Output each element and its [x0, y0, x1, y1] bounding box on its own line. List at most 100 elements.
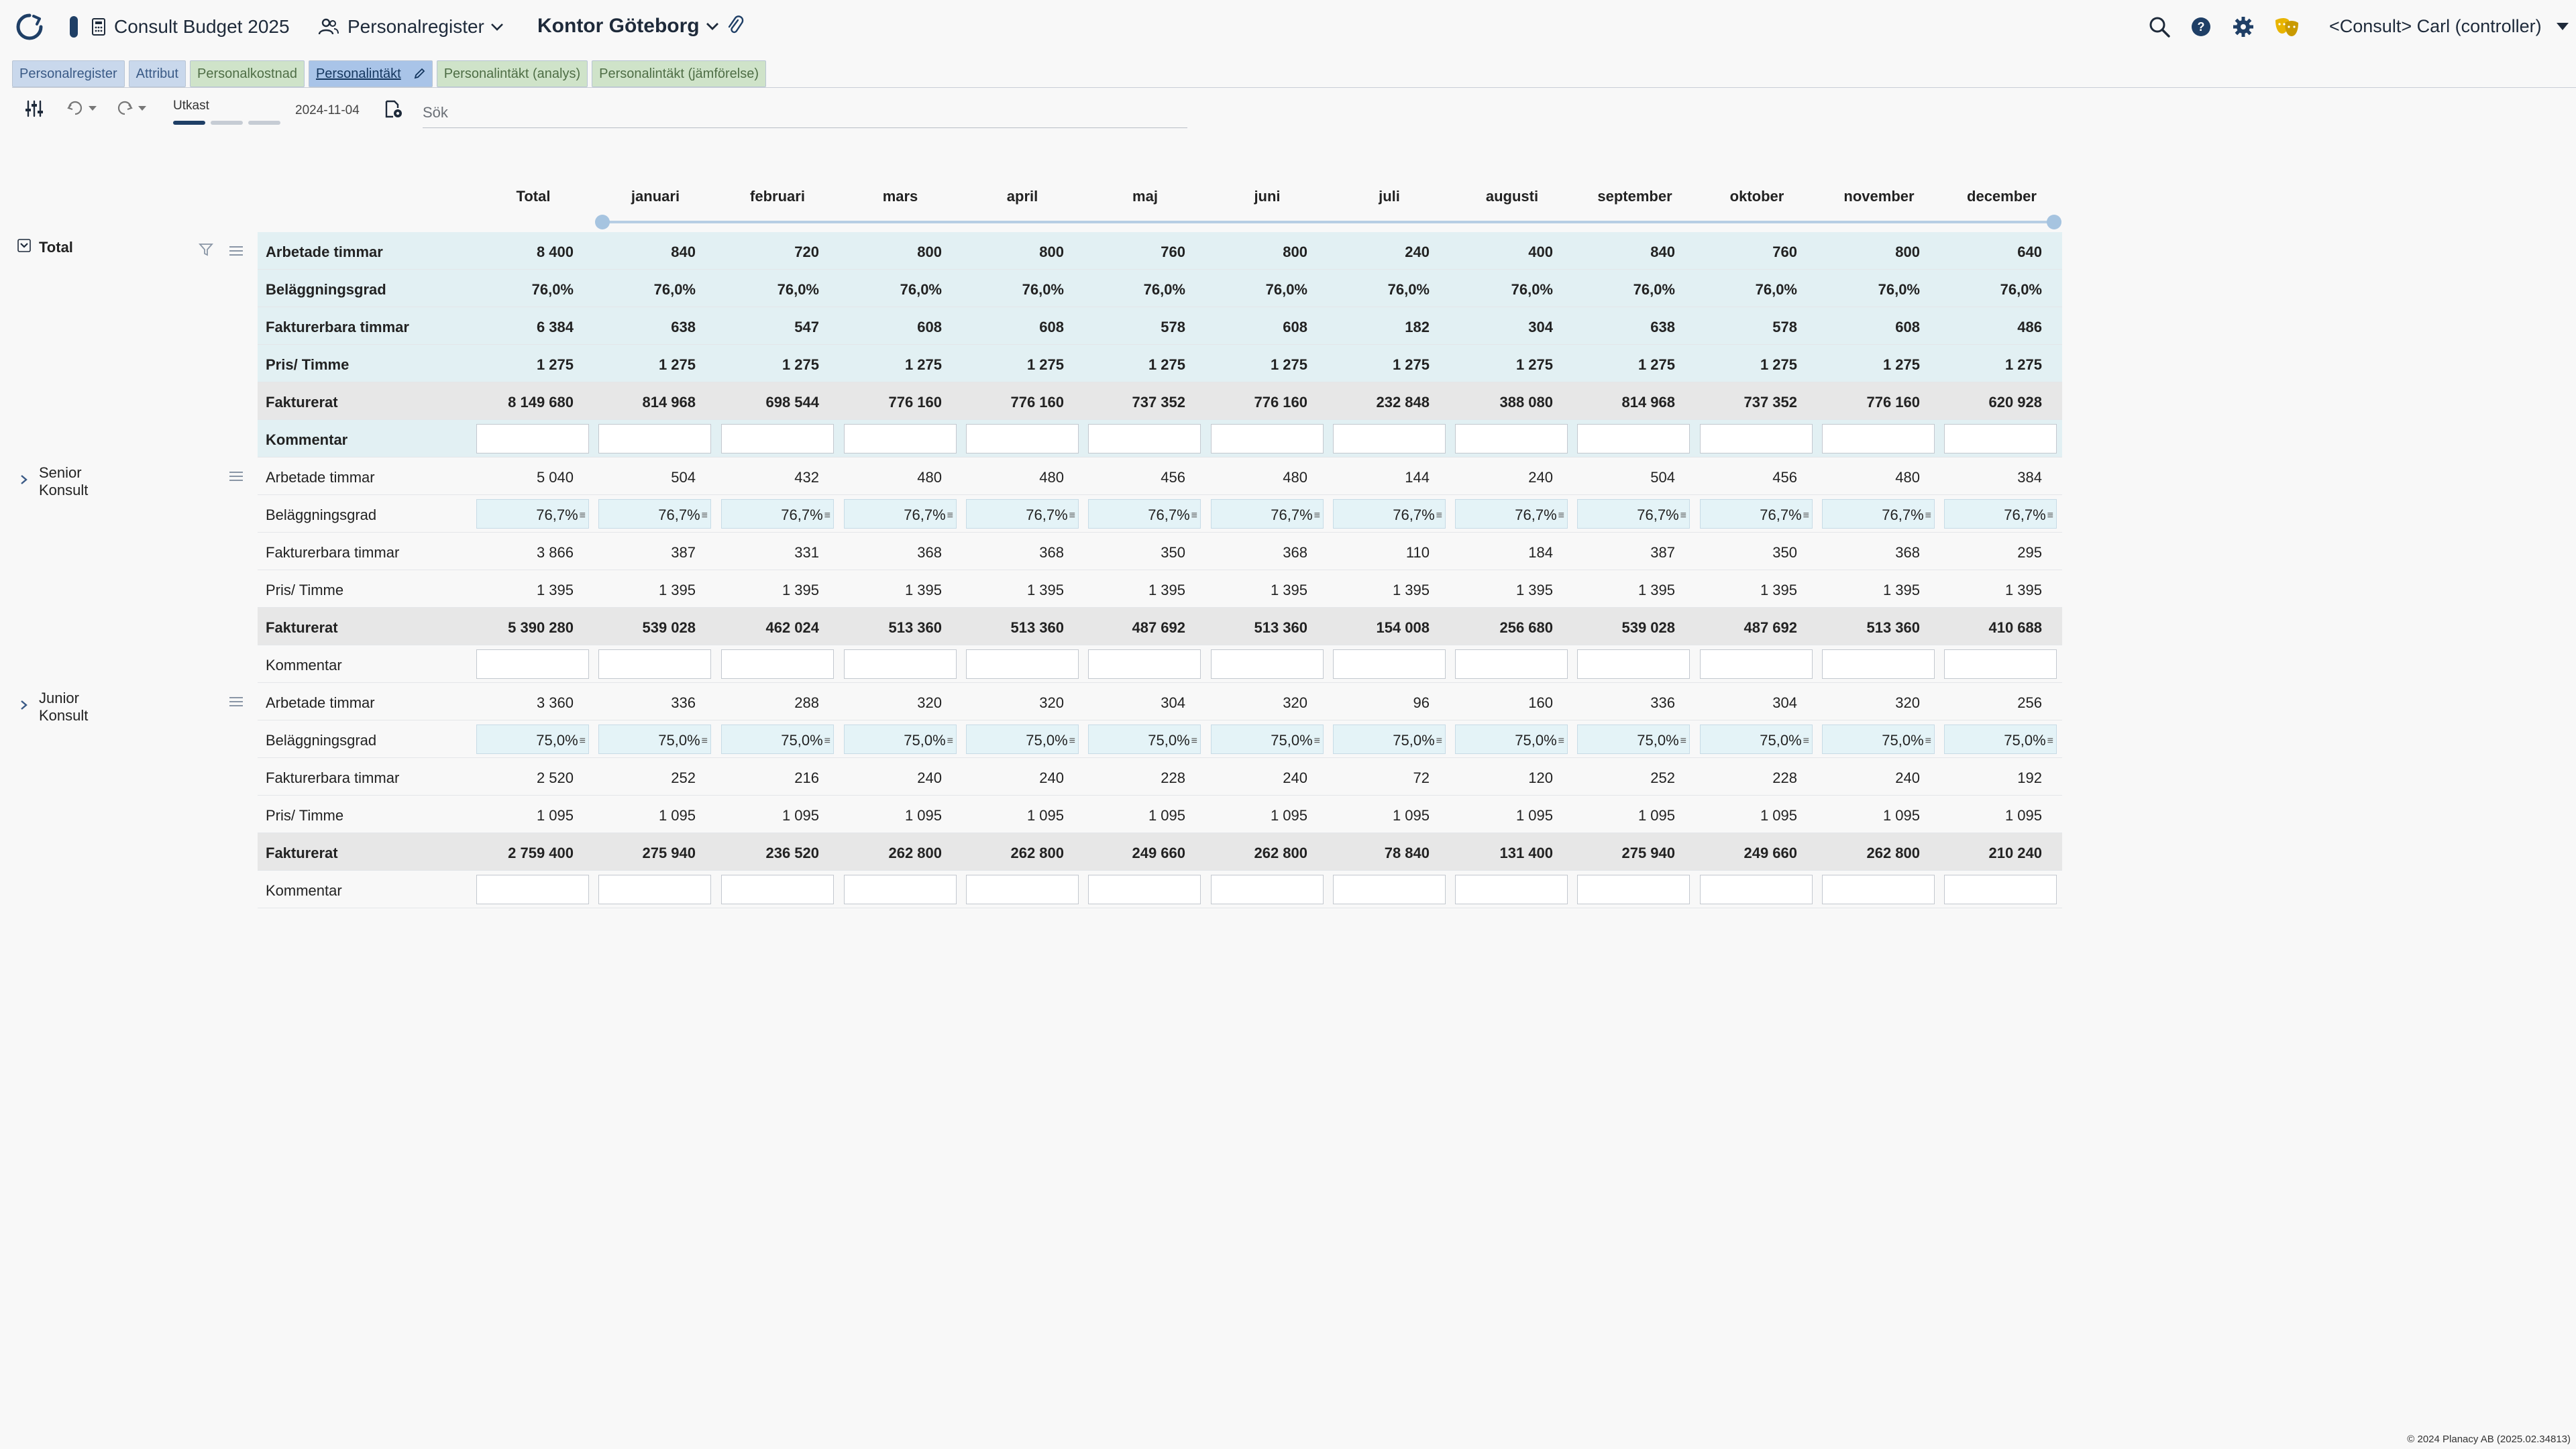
- distribute-icon[interactable]: ≡: [824, 510, 830, 521]
- cell-value[interactable]: 814 968: [1621, 394, 1675, 411]
- comment-input[interactable]: [1088, 875, 1201, 904]
- column-header[interactable]: oktober: [1729, 188, 1784, 205]
- row-menu-icon[interactable]: [229, 245, 244, 257]
- cell-value[interactable]: 578: [1772, 319, 1797, 335]
- distribute-icon[interactable]: ≡: [701, 510, 708, 521]
- comment-input[interactable]: [1455, 875, 1568, 904]
- cell-value[interactable]: 320: [1895, 694, 1920, 711]
- cell-value[interactable]: 480: [1039, 469, 1064, 486]
- gear-icon[interactable]: [2233, 16, 2254, 38]
- period-range-end-handle[interactable]: [2047, 215, 2061, 229]
- cell-value[interactable]: 110: [1405, 544, 1430, 561]
- comment-input[interactable]: [1822, 649, 1935, 679]
- column-header[interactable]: februari: [750, 188, 805, 205]
- cell-value[interactable]: 76,0%: [1387, 281, 1430, 298]
- cell-value[interactable]: 96: [1413, 694, 1430, 711]
- cell-value[interactable]: 240: [1405, 244, 1430, 260]
- cell-value[interactable]: 76,0%: [1755, 281, 1797, 298]
- comment-input[interactable]: [1455, 649, 1568, 679]
- redo-icon[interactable]: [115, 99, 153, 118]
- distribute-icon[interactable]: ≡: [1803, 510, 1809, 521]
- cell-value[interactable]: 249 660: [1132, 845, 1185, 861]
- cell-value[interactable]: 1 095: [1148, 807, 1185, 824]
- cell-value[interactable]: 1 395: [1515, 582, 1553, 598]
- cell-value[interactable]: 1 275: [782, 356, 819, 373]
- comment-input[interactable]: [844, 424, 957, 453]
- cell-value[interactable]: 2 520: [536, 769, 574, 786]
- utilization-input[interactable]: 75,0% ≡: [1944, 724, 2057, 754]
- row-group-junior-konsult[interactable]: Junior Konsult: [17, 690, 88, 724]
- cell-value[interactable]: 486: [2017, 319, 2042, 335]
- utilization-input[interactable]: 76,7% ≡: [1088, 499, 1201, 529]
- cell-value[interactable]: 76,0%: [1143, 281, 1185, 298]
- cell-value[interactable]: 1 275: [536, 356, 574, 373]
- cell-value[interactable]: 1 275: [1026, 356, 1064, 373]
- cell-value[interactable]: 240: [1039, 769, 1064, 786]
- cell-value[interactable]: 368: [1283, 544, 1307, 561]
- cell-value[interactable]: 288: [794, 694, 819, 711]
- comment-input[interactable]: [1700, 424, 1813, 453]
- cell-value[interactable]: 368: [1039, 544, 1064, 561]
- cell-value[interactable]: 295: [2017, 544, 2042, 561]
- cell-value[interactable]: 1 395: [782, 582, 819, 598]
- column-header[interactable]: mars: [882, 188, 918, 205]
- utilization-input[interactable]: 76,7% ≡: [598, 499, 711, 529]
- cell-value[interactable]: 240: [1528, 469, 1553, 486]
- row-group-total[interactable]: Total: [17, 239, 73, 256]
- comment-input[interactable]: [1700, 649, 1813, 679]
- utilization-input[interactable]: 76,7% ≡: [721, 499, 834, 529]
- tab-attribut[interactable]: Attribut: [128, 60, 186, 87]
- app-logo-icon[interactable]: [15, 12, 44, 42]
- comment-input[interactable]: [1577, 649, 1690, 679]
- cell-value[interactable]: 387: [1650, 544, 1675, 561]
- cell-value[interactable]: 331: [794, 544, 819, 561]
- distribute-icon[interactable]: ≡: [1558, 735, 1564, 747]
- cell-value[interactable]: 368: [917, 544, 942, 561]
- distribute-icon[interactable]: ≡: [1803, 735, 1809, 747]
- cell-value[interactable]: 638: [671, 319, 696, 335]
- comment-input[interactable]: [1822, 875, 1935, 904]
- cell-value[interactable]: 252: [1650, 769, 1675, 786]
- cell-value[interactable]: 3 866: [536, 544, 574, 561]
- cell-value[interactable]: 304: [1772, 694, 1797, 711]
- cell-value[interactable]: 480: [1283, 469, 1307, 486]
- cell-value[interactable]: 8 149 680: [508, 394, 574, 411]
- comment-input[interactable]: [1211, 649, 1324, 679]
- distribute-icon[interactable]: ≡: [1436, 510, 1442, 521]
- utilization-input[interactable]: 75,0% ≡: [966, 724, 1079, 754]
- cell-value[interactable]: 608: [917, 319, 942, 335]
- cell-value[interactable]: 513 360: [1866, 619, 1920, 636]
- cell-value[interactable]: 192: [2017, 769, 2042, 786]
- cell-value[interactable]: 76,0%: [1022, 281, 1064, 298]
- distribute-icon[interactable]: ≡: [1925, 735, 1931, 747]
- cell-value[interactable]: 698 544: [765, 394, 819, 411]
- cell-value[interactable]: 2 759 400: [508, 845, 574, 861]
- utilization-input[interactable]: 76,7% ≡: [1333, 499, 1446, 529]
- cell-value[interactable]: 737 352: [1743, 394, 1797, 411]
- column-header[interactable]: augusti: [1485, 188, 1539, 205]
- cell-value[interactable]: 487 692: [1743, 619, 1797, 636]
- cell-value[interactable]: 1 395: [1270, 582, 1307, 598]
- cell-value[interactable]: 1 275: [1515, 356, 1553, 373]
- module-dropdown[interactable]: Personalregister: [347, 16, 504, 38]
- cell-value[interactable]: 252: [671, 769, 696, 786]
- comment-input[interactable]: [844, 649, 957, 679]
- comment-input[interactable]: [598, 649, 711, 679]
- cell-value[interactable]: 456: [1772, 469, 1797, 486]
- distribute-icon[interactable]: ≡: [2047, 510, 2053, 521]
- cell-value[interactable]: 6 384: [536, 319, 574, 335]
- cell-value[interactable]: 737 352: [1132, 394, 1185, 411]
- cell-value[interactable]: 1 395: [1760, 582, 1797, 598]
- cell-value[interactable]: 76,0%: [1265, 281, 1307, 298]
- cell-value[interactable]: 1 275: [1148, 356, 1185, 373]
- comment-input[interactable]: [1211, 875, 1324, 904]
- distribute-icon[interactable]: ≡: [1680, 735, 1686, 747]
- cell-value[interactable]: 5 390 280: [508, 619, 574, 636]
- distribute-icon[interactable]: ≡: [1925, 510, 1931, 521]
- row-menu-icon[interactable]: [229, 470, 244, 482]
- expand-chevron-icon[interactable]: [17, 698, 31, 716]
- cell-value[interactable]: 547: [794, 319, 819, 335]
- column-header[interactable]: juli: [1379, 188, 1400, 205]
- cell-value[interactable]: 304: [1528, 319, 1553, 335]
- cell-value[interactable]: 620 928: [1988, 394, 2042, 411]
